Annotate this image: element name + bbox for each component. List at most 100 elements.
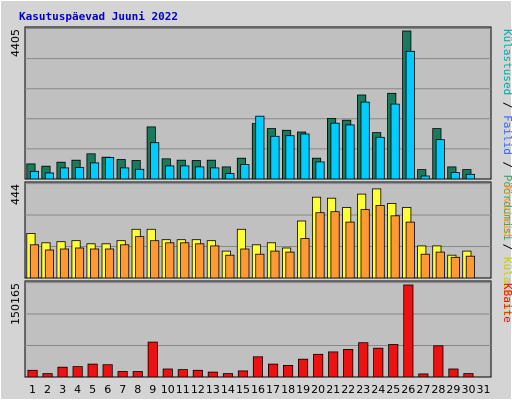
x-tick-label-2: 2 [44,383,51,396]
x-tick-label-19: 19 [296,383,310,396]
bar-top-s1-day-15 [240,164,250,180]
bar-top-s1-day-4 [75,167,85,180]
bar-top-s1-day-25 [390,103,400,180]
bar-top-s1-day-14 [225,173,235,180]
ymax-label-top: 4405 [9,29,22,57]
x-tick-label-27: 27 [416,383,430,396]
bar-top-s1-day-5 [90,162,100,180]
bar-middle-s1-day-22 [345,221,355,279]
bar-top-s1-day-30 [465,173,475,180]
legend-bottom-part-0: KBaite [501,283,512,323]
bar-middle-s1-day-2 [44,249,54,279]
x-tick-label-13: 13 [206,383,220,396]
bar-top-s1-day-17 [270,135,280,180]
ymax-label-bottom: 150165 [9,283,22,325]
bar-middle-s1-day-10 [165,242,175,279]
bar-top-s1-day-24 [375,136,385,180]
bar-bottom-s0-day-17 [267,363,279,378]
x-tick-label-5: 5 [89,383,96,396]
ymax-label-middle: 444 [9,184,22,205]
legend-middle: Arvuteid / Külastusi [501,184,512,316]
legend-top-part-3: / [501,155,512,175]
bar-bottom-s0-day-10 [162,368,173,378]
bar-middle-s1-day-3 [59,248,69,279]
bar-bottom-s0-day-13 [207,371,218,378]
bar-top-s1-day-8 [135,168,145,180]
bar-top-s1-day-19 [300,133,310,180]
bar-bottom-s0-day-3 [57,366,68,378]
x-tick-label-22: 22 [341,383,355,396]
x-tick-label-24: 24 [371,383,385,396]
x-tick-label-1: 1 [29,383,36,396]
bar-bottom-s0-day-20 [313,353,324,378]
bar-top-s1-day-7 [120,167,130,180]
legend-top-part-2: Failid [501,115,512,155]
bar-middle-s1-day-14 [225,254,235,279]
bar-middle-s1-day-28 [435,251,445,279]
bar-top-s1-day-23 [360,101,370,180]
bar-middle-s1-day-16 [255,253,265,279]
legend-middle-part-0: Arvuteid [501,184,512,237]
bar-bottom-s0-day-18 [282,364,294,378]
bar-bottom-s0-day-1 [27,369,38,378]
x-tick-label-10: 10 [161,383,175,396]
bar-bottom-s0-day-4 [72,366,83,378]
bar-middle-s1-day-25 [390,215,400,279]
bar-middle-s1-day-30 [465,255,475,279]
x-tick-label-26: 26 [401,383,415,396]
bar-middle-s1-day-17 [270,250,280,279]
x-tick-label-31: 31 [477,383,491,396]
x-tick-label-6: 6 [104,383,111,396]
panel-bottom: 150165 KBaite [9,280,512,378]
legend-top: Külastused / Failid / Pöördumisi [501,29,512,241]
bar-middle-s1-day-23 [360,209,370,279]
x-tick-label-8: 8 [134,383,141,396]
bar-middle-s1-day-1 [29,244,39,279]
bar-bottom-s0-day-24 [373,347,384,378]
x-tick-label-29: 29 [446,383,460,396]
x-tick-label-20: 20 [311,383,325,396]
bar-bottom-s0-day-21 [328,351,339,378]
panel-top: 4405 Külastused / Failid / Pöördumisi [9,26,512,241]
bar-bottom-s0-day-6 [102,364,113,378]
bar-middle-s1-day-4 [75,247,85,279]
bar-top-s1-day-22 [345,124,355,180]
bar-bottom-s0-day-23 [358,342,369,378]
x-tick-label-18: 18 [281,383,295,396]
bar-bottom-s0-day-28 [433,345,444,378]
bar-bottom-s0-day-16 [252,356,264,378]
x-tick-label-14: 14 [221,383,235,396]
x-tick-label-7: 7 [119,383,126,396]
panel-middle: 444 Arvuteid / Külastusi [9,181,512,316]
bar-top-s1-day-27 [420,175,430,180]
bar-top-s1-day-13 [210,167,220,180]
x-tick-label-28: 28 [431,383,445,396]
bar-bottom-s0-day-29 [448,368,459,378]
legend-top-part-4: Pöördumisi [501,175,512,241]
x-tick-label-30: 30 [462,383,476,396]
bar-middle-s1-day-6 [105,248,115,279]
bar-top-s1-day-20 [315,161,325,180]
x-tick-label-12: 12 [191,383,205,396]
bar-bottom-s0-day-8 [132,371,143,378]
bar-top-s1-day-26 [405,50,415,180]
bar-bottom-s0-day-25 [388,344,399,378]
bar-middle-s1-day-7 [120,244,130,279]
bar-middle-s1-day-13 [210,245,220,279]
x-tick-label-21: 21 [326,383,340,396]
bar-middle-s1-day-8 [135,236,145,279]
bar-top-s1-day-3 [59,167,69,180]
bar-top-s1-day-1 [29,170,39,180]
bar-middle-s1-day-24 [375,205,385,279]
bar-top-s1-day-12 [195,166,205,180]
bar-middle-s1-day-26 [405,221,415,279]
x-tick-label-16: 16 [251,383,265,396]
bar-bottom-s0-day-22 [343,348,354,378]
legend-middle-part-1: / [501,237,512,257]
x-tick-label-23: 23 [356,383,370,396]
bar-bottom-s0-day-2 [42,373,53,378]
legend-middle-part-2: Külastusi [501,257,512,317]
bar-bottom-s0-day-7 [117,371,128,378]
bar-middle-s1-day-12 [195,243,205,279]
